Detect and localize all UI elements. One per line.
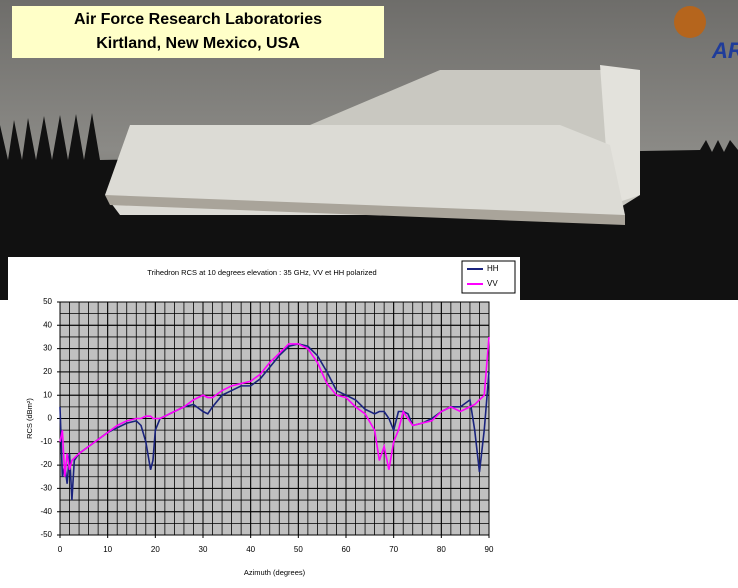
y-tick-label: 50 <box>43 297 52 306</box>
title-line: Kirtland, New Mexico, USA <box>96 35 300 52</box>
x-tick-label: 40 <box>246 545 255 554</box>
x-tick-label: 70 <box>389 545 398 554</box>
title-line: Air Force Research Laboratories <box>74 11 322 28</box>
x-tick-label: 60 <box>342 545 351 554</box>
y-tick-label: -30 <box>40 484 52 493</box>
x-tick-label: 90 <box>485 545 494 554</box>
page: Air Force Research Laboratories Kirtland… <box>0 0 738 583</box>
y-tick-label: 0 <box>48 414 53 423</box>
y-tick-label: -10 <box>40 437 52 446</box>
logo-text: AR <box>711 38 738 63</box>
chart-title: Trihedron RCS at 10 degrees elevation : … <box>147 268 376 277</box>
x-tick-label: 0 <box>58 545 63 554</box>
y-axis-label: RCS (dBm²) <box>25 398 34 439</box>
logo-emblem <box>674 6 706 38</box>
photo: Air Force Research Laboratories Kirtland… <box>0 0 738 300</box>
y-tick-label: 40 <box>43 320 52 329</box>
chart: -50 -40 -30 -20 -10 0 10 20 30 40 50 0 10 20 30 40 50 60 7… <box>25 261 515 577</box>
x-tick-label: 30 <box>199 545 208 554</box>
legend-label: VV <box>487 279 498 288</box>
x-tick-label: 10 <box>103 545 112 554</box>
x-axis-label: Azimuth (degrees) <box>244 568 306 577</box>
y-tick-label: -40 <box>40 507 52 516</box>
y-tick-label: -50 <box>40 530 52 539</box>
y-tick-label: -20 <box>40 460 52 469</box>
y-tick-label: 10 <box>43 390 52 399</box>
x-tick-label: 80 <box>437 545 446 554</box>
y-tick-label: 20 <box>43 367 52 376</box>
y-tick-label: 30 <box>43 344 52 353</box>
x-tick-label: 50 <box>294 545 303 554</box>
legend-label: HH <box>487 264 499 273</box>
x-tick-label: 20 <box>151 545 160 554</box>
